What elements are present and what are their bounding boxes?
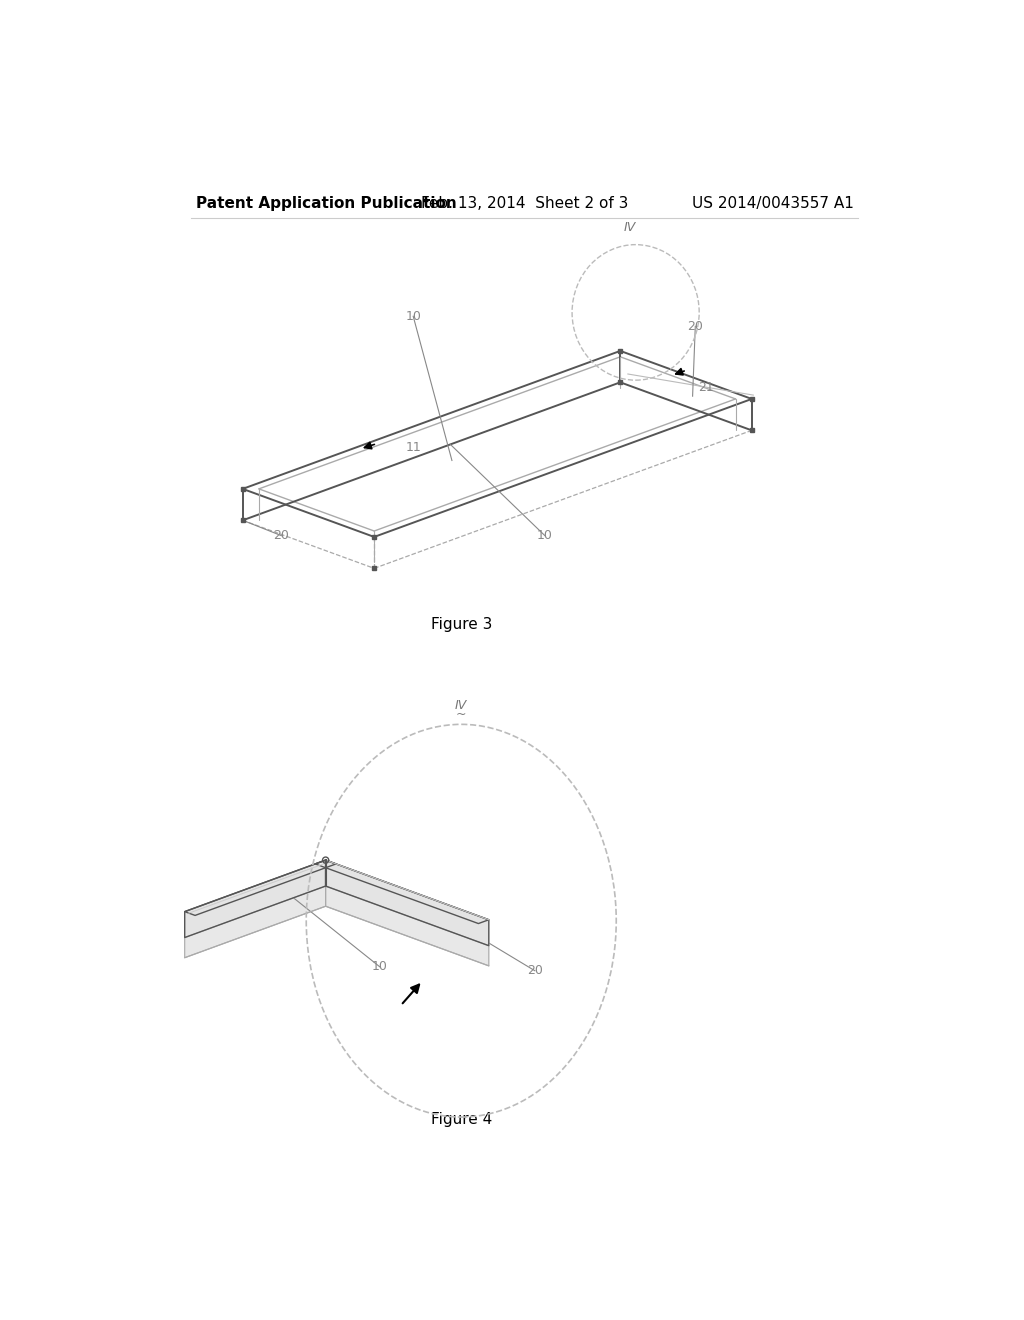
Text: Feb. 13, 2014  Sheet 2 of 3: Feb. 13, 2014 Sheet 2 of 3	[421, 195, 629, 211]
Text: 20: 20	[687, 319, 703, 333]
Text: IV: IV	[455, 700, 467, 711]
Text: US 2014/0043557 A1: US 2014/0043557 A1	[691, 195, 853, 211]
Text: Patent Application Publication: Patent Application Publication	[197, 195, 457, 211]
Polygon shape	[326, 886, 488, 966]
Text: 10: 10	[406, 310, 421, 323]
Text: 10: 10	[537, 529, 553, 543]
Text: IV: IV	[624, 220, 636, 234]
Polygon shape	[184, 861, 326, 937]
Text: 20: 20	[527, 964, 543, 977]
Polygon shape	[184, 861, 336, 916]
Text: 11: 11	[406, 441, 421, 454]
Text: 20: 20	[273, 529, 290, 543]
Text: ~: ~	[456, 709, 467, 721]
Polygon shape	[184, 886, 326, 958]
Polygon shape	[315, 861, 488, 924]
Text: Figure 4: Figure 4	[431, 1111, 492, 1127]
Text: Figure 3: Figure 3	[430, 616, 492, 632]
Text: 10: 10	[372, 961, 388, 973]
Text: 21: 21	[698, 380, 714, 393]
Polygon shape	[326, 861, 488, 945]
